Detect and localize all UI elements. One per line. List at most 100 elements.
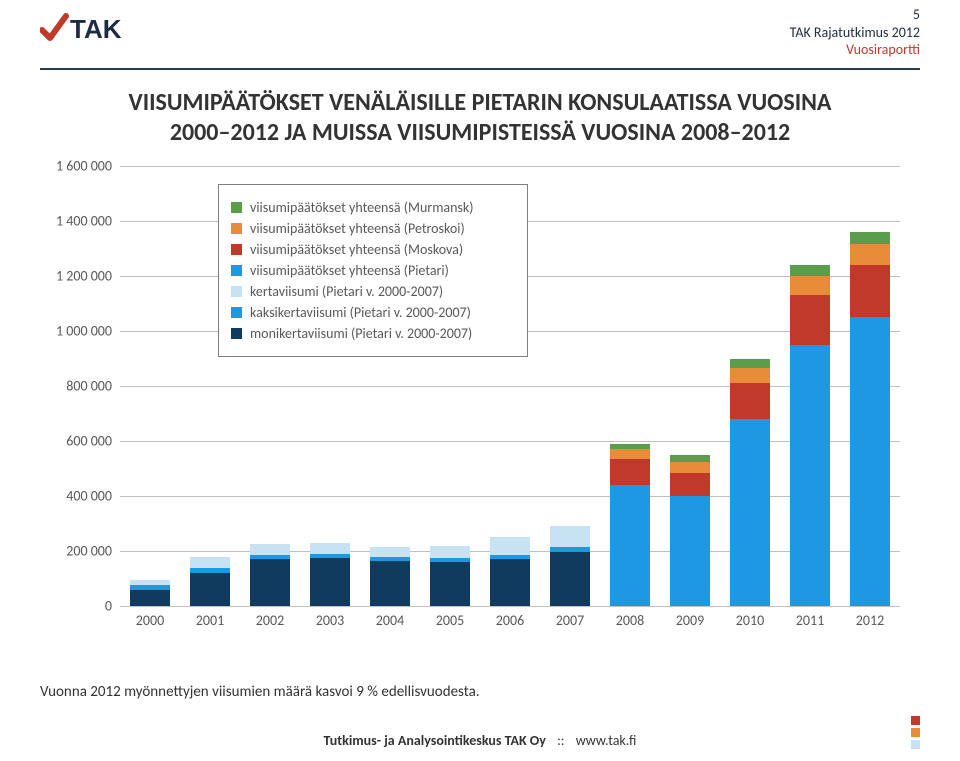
bar-segment-monikerta <box>130 590 170 607</box>
x-tick-label: 2012 <box>856 612 884 629</box>
bar-segment-moskova <box>790 295 830 345</box>
bar-2005 <box>430 546 470 607</box>
legend-item-petroskoi: viisumipäätökset yhteensä (Petroskoi) <box>231 220 515 237</box>
y-tick-label: 1 400 000 <box>40 213 112 230</box>
bar-segment-kerta <box>550 526 590 547</box>
bar-2003 <box>310 543 350 606</box>
bar-2006 <box>490 537 530 606</box>
x-tick-label: 2001 <box>196 612 224 629</box>
bar-segment-kerta <box>430 546 470 558</box>
header-meta: 5 TAK Rajatutkimus 2012 Vuosiraportti <box>790 6 920 59</box>
bar-segment-moskova <box>850 265 890 317</box>
bar-2000 <box>130 580 170 606</box>
bar-2002 <box>250 544 290 606</box>
bar-segment-murmansk <box>730 359 770 369</box>
logo-text: TAK <box>70 14 122 44</box>
bar-2001 <box>190 557 230 607</box>
legend-item-monikerta: monikertaviisumi (Pietari v. 2000-2007) <box>231 325 515 342</box>
bar-segment-petroskoi <box>850 244 890 265</box>
bar-segment-pietari <box>850 317 890 606</box>
legend-swatch <box>231 202 242 213</box>
bar-segment-monikerta <box>310 558 350 606</box>
y-tick-label: 400 000 <box>40 488 112 505</box>
title-line-1: VIISUMIPÄÄTÖKSET VENÄLÄISILLE PIETARIN K… <box>40 88 920 118</box>
bar-segment-pietari <box>730 419 770 606</box>
bar-2007 <box>550 526 590 606</box>
y-tick-label: 200 000 <box>40 543 112 560</box>
footer-dots <box>911 713 920 749</box>
legend-label: kaksikertaviisumi (Pietari v. 2000-2007) <box>250 304 471 321</box>
x-tick-label: 2008 <box>616 612 644 629</box>
y-tick-label: 0 <box>40 598 112 615</box>
x-tick-label: 2010 <box>736 612 764 629</box>
page-header: TAK 5 TAK Rajatutkimus 2012 Vuosiraportt… <box>0 0 960 70</box>
legend: viisumipäätökset yhteensä (Murmansk) viis… <box>218 184 528 357</box>
bar-segment-monikerta <box>430 562 470 606</box>
x-tick-label: 2004 <box>376 612 404 629</box>
bar-segment-monikerta <box>370 561 410 606</box>
x-tick-label: 2006 <box>496 612 524 629</box>
bar-2009 <box>670 455 710 606</box>
x-tick-label: 2011 <box>796 612 824 629</box>
bar-segment-petroskoi <box>730 368 770 383</box>
legend-label: kertaviisumi (Pietari v. 2000-2007) <box>250 283 443 300</box>
chart-title: VIISUMIPÄÄTÖKSET VENÄLÄISILLE PIETARIN K… <box>0 70 960 156</box>
x-tick-label: 2007 <box>556 612 584 629</box>
legend-item-murmansk: viisumipäätökset yhteensä (Murmansk) <box>231 199 515 216</box>
report-subtitle: Vuosiraportti <box>790 41 920 59</box>
legend-label: viisumipäätökset yhteensä (Pietari) <box>250 262 449 279</box>
legend-item-pietari: viisumipäätökset yhteensä (Pietari) <box>231 262 515 279</box>
bar-segment-monikerta <box>550 552 590 606</box>
bar-segment-monikerta <box>490 559 530 606</box>
footer-company: Tutkimus- ja Analysointikeskus TAK Oy <box>324 732 546 749</box>
bar-segment-kerta <box>310 543 350 554</box>
bar-2010 <box>730 359 770 607</box>
bar-segment-pietari <box>610 485 650 606</box>
x-tick-label: 2000 <box>136 612 164 629</box>
y-tick-label: 600 000 <box>40 433 112 450</box>
title-line-2: 2000–2012 JA MUISSA VIISUMIPISTEISSÄ VUO… <box>40 118 920 148</box>
bar-segment-murmansk <box>790 265 830 276</box>
tak-logo: TAK <box>40 8 150 57</box>
bar-2011 <box>790 265 830 606</box>
bar-2012 <box>850 232 890 606</box>
bar-segment-petroskoi <box>610 449 650 459</box>
x-tick-label: 2003 <box>316 612 344 629</box>
legend-swatch <box>231 328 242 339</box>
legend-item-moskova: viisumipäätökset yhteensä (Moskova) <box>231 241 515 258</box>
legend-swatch <box>231 286 242 297</box>
legend-swatch <box>231 265 242 276</box>
footer-dot <box>911 740 920 749</box>
bar-2008 <box>610 444 650 606</box>
footer-dot <box>911 716 920 725</box>
bar-segment-monikerta <box>190 573 230 606</box>
legend-label: viisumipäätökset yhteensä (Murmansk) <box>250 199 474 216</box>
caption: Vuonna 2012 myönnettyjen viisumien määrä… <box>40 683 480 701</box>
bar-segment-kerta <box>250 544 290 555</box>
bar-segment-petroskoi <box>790 276 830 295</box>
bar-segment-murmansk <box>670 455 710 462</box>
page-number: 5 <box>790 6 920 24</box>
legend-label: viisumipäätökset yhteensä (Moskova) <box>250 241 463 258</box>
bar-2004 <box>370 547 410 606</box>
footer-url: www.tak.fi <box>576 732 637 749</box>
y-tick-label: 1 200 000 <box>40 268 112 285</box>
header-rule <box>40 68 920 70</box>
bar-segment-kerta <box>490 537 530 555</box>
footer-sep: :: <box>557 732 565 749</box>
chart: 0200 000400 000600 000800 0001 000 0001 … <box>40 156 920 656</box>
bar-segment-moskova <box>610 459 650 485</box>
y-tick-label: 1 600 000 <box>40 158 112 175</box>
bar-segment-monikerta <box>250 559 290 606</box>
gridline <box>120 606 900 607</box>
footer-dot <box>911 728 920 737</box>
x-tick-label: 2005 <box>436 612 464 629</box>
bar-segment-pietari <box>670 496 710 606</box>
bar-segment-petroskoi <box>670 462 710 473</box>
legend-label: monikertaviisumi (Pietari v. 2000-2007) <box>250 325 472 342</box>
bar-segment-kerta <box>190 557 230 568</box>
legend-item-kerta: kertaviisumi (Pietari v. 2000-2007) <box>231 283 515 300</box>
bar-segment-kerta <box>370 547 410 557</box>
report-title: TAK Rajatutkimus 2012 <box>790 24 920 42</box>
y-tick-label: 1 000 000 <box>40 323 112 340</box>
